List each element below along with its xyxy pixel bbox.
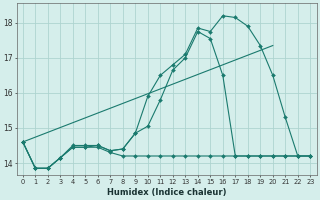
X-axis label: Humidex (Indice chaleur): Humidex (Indice chaleur): [107, 188, 226, 197]
